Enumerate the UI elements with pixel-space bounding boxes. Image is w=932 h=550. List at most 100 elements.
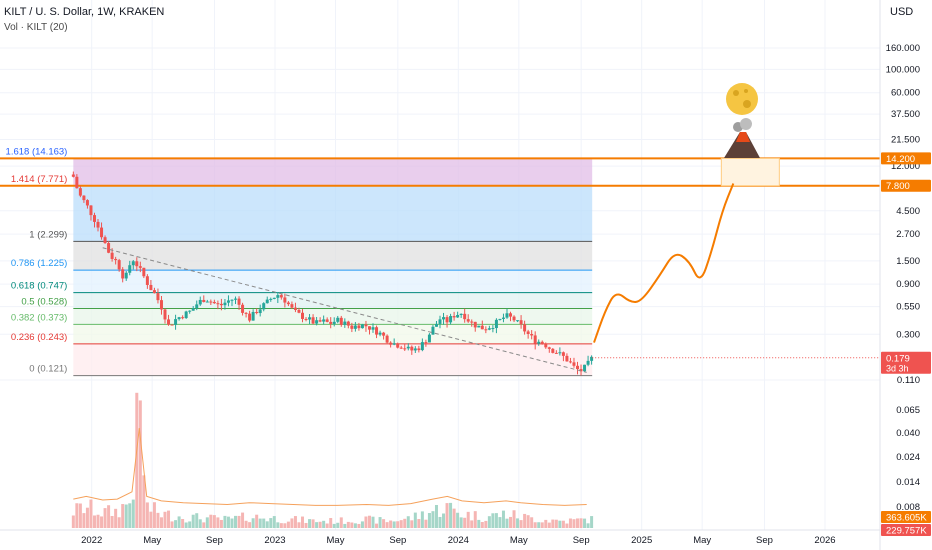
volume-bar [184,522,188,528]
volume-bar [554,519,558,528]
price-axis[interactable]: 160.000 100.000 60.000 37.500 21.500 12.000 4.… [879,0,932,550]
candle-body [290,304,294,308]
candle-body [470,321,474,323]
volume-bar [262,518,266,528]
candle-body [188,310,192,312]
volume-bar [343,523,347,528]
volume-bar [456,512,460,528]
volume-bar [135,392,139,528]
candle-body [410,346,414,351]
candle-body [92,215,96,222]
candle-body [234,298,238,300]
volume-bar [237,515,241,528]
volume-bar [255,514,259,528]
volume-bar [142,475,146,528]
volume-bar [494,513,498,528]
volume-bar [371,516,375,528]
volume-bar [230,518,234,528]
fib-level-label: 0.5 (0.528) [21,296,67,307]
volume-bar [156,512,160,528]
volume-indicator-label[interactable]: Vol · KILT (20) [4,22,68,33]
currency-label[interactable]: USD [890,6,914,18]
candle-body [547,347,551,349]
volume-bar [438,516,442,528]
volume-bar [117,517,121,528]
candle-body [360,324,364,329]
candle-body [276,295,280,298]
volume-bar [248,522,252,528]
volume-bar [226,516,230,528]
volume-bar [445,503,449,528]
candle-body [279,295,283,298]
volume-bar [509,516,513,528]
volume-bar [561,520,565,528]
candle-body [583,364,587,372]
candle-body [107,243,111,253]
candle-body [265,299,269,304]
candle-body [463,313,467,320]
volume-bar [279,523,283,528]
candle-body [526,331,530,334]
volume-bar [318,521,322,528]
candle-body [135,261,139,267]
fib-retracement[interactable]: 1.618 (14.163) 1.414 (7.771) 1 (2.299) 0.78… [6,147,593,377]
candle-body [114,258,118,261]
last-price-tag: 0.179 [886,353,910,364]
candle-body [530,333,534,336]
candle-body [568,361,572,363]
projection-path[interactable] [593,183,735,343]
volume-bar [149,511,153,528]
volume-bar [558,520,562,528]
fib-level-label: 0.382 (0.373) [11,312,68,323]
volume-bar [212,515,216,528]
candle-body [163,309,167,320]
volume-bar [413,512,417,528]
candle-body [339,317,343,325]
x-tick-label: 2025 [631,535,652,546]
volume-bar [357,523,361,528]
volume-bar [75,503,79,528]
volume-bar [191,514,195,528]
candle-body [434,323,438,327]
candle-body [431,326,435,335]
volume-bar [308,519,312,528]
time-axis[interactable]: 2022 May Sep 2023 May Sep 2024 May Sep 2025 May Sep… [0,529,880,546]
candle-body [230,299,234,301]
candle-body [590,356,594,361]
volume-bar [276,522,280,528]
volume-bar [459,517,463,528]
candle-body [251,311,255,321]
volume-bar [138,400,142,528]
candle-body [244,312,248,314]
candle-body [325,319,329,322]
volume-bar [286,521,290,528]
volume-bar [339,517,343,528]
annotations [724,83,760,158]
trend-line[interactable] [102,247,587,373]
candle-body [586,360,590,365]
volume-bar [223,515,227,528]
candle-body [195,304,199,309]
candle-body [258,309,262,314]
candle-body [346,321,350,326]
volume-bar [78,503,82,528]
candle-body [82,195,86,201]
candle-body [181,317,185,319]
candle-body [110,252,114,259]
candle-body [576,365,579,370]
volume-bar [202,522,206,528]
volume-bar [234,515,238,528]
volume-bar [530,517,534,528]
candle-body [78,188,82,196]
volume-bar [219,519,223,528]
candle-body [177,317,181,320]
candle-body [191,308,195,311]
volume-bar [82,513,86,528]
volume-bar [110,516,114,528]
volume-bar [487,516,491,528]
volume-bar [399,520,403,528]
candle-body [487,328,491,330]
symbol-title[interactable]: KILT / U. S. Dollar, 1W, KRAKEN [4,6,165,18]
candle-body [385,335,389,343]
